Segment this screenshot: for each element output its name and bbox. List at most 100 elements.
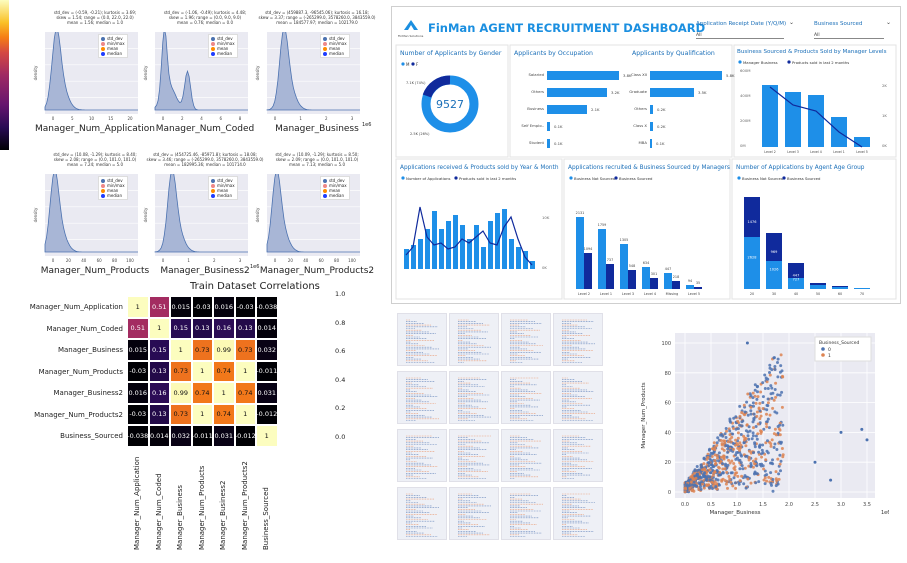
legend-item: median [101, 51, 125, 56]
colorbar [0, 0, 9, 150]
legend-item: Number of Applications [406, 176, 451, 181]
chevron-down-icon[interactable]: ⌄ [886, 19, 892, 26]
bar-label: 0.1K [656, 141, 665, 146]
pairplot-cell [397, 371, 447, 424]
heatmap-cell: 0.031 [256, 382, 278, 404]
tick-label: 0 [52, 116, 55, 121]
tick-label: 40 [665, 430, 671, 436]
tick-label: 0 [274, 258, 277, 263]
dist-axis-label: Manager_Num_Application [35, 124, 155, 134]
heatmap-cell: 1 [213, 382, 235, 404]
category-label: Salaried [529, 72, 545, 77]
filter-date-select[interactable]: All [696, 33, 784, 39]
finman-dashboard: FinMan Solutions FinMan AGENT RECRUITMEN… [391, 6, 901, 304]
dist-stats-text: std_dev = (10.09, -1.29); kurtosis = 8.5… [275, 152, 359, 167]
pairplot-cell [501, 487, 551, 540]
total-applicants: 9527 [436, 98, 464, 111]
tick-label: 0.5 [707, 502, 715, 508]
scatter-chart: 0 20 40 60 80 100 0.0 0.5 1.0 1.5 2.0 2.5 3.0 3.5 Busi… [633, 323, 890, 545]
bar-label: 548 [629, 264, 635, 268]
dist-legend: std_dev min/max mean median [320, 34, 350, 58]
dist-axis-label: Manager_Num_Coded [155, 124, 255, 134]
tick-label: 2.0 [785, 502, 793, 508]
heatmap-cell: 1 [191, 403, 213, 425]
mini-plot [510, 319, 543, 363]
tick-label: 3.5 [863, 502, 871, 508]
heatmap-cell: 0.13 [148, 403, 170, 425]
heatmap-cell: 0.73 [170, 403, 192, 425]
category-label: Level 5 [856, 150, 867, 154]
category-label: 40 [794, 292, 798, 296]
pairplot-cell [501, 429, 551, 482]
tick-label: 200M [740, 118, 751, 123]
heatmap-cell: -0.011 [256, 360, 278, 382]
mini-plot [562, 319, 595, 363]
colorbar-tick: 0.0 [335, 432, 346, 441]
tick-label: 2.5 [811, 502, 819, 508]
heatmap-row-label: Manager_Num_Products [38, 367, 123, 376]
legend-item: median [323, 51, 347, 56]
dist-plot: 0 1 2 3 density [143, 174, 248, 263]
legend-item: Products sold in last 2 months [792, 60, 849, 65]
heatmap-col-label: Business_Sourced [262, 486, 270, 550]
category-label: Level 3 [622, 292, 634, 296]
heatmap-cell: -0.012 [256, 403, 278, 425]
tick-label: 3.0 [837, 502, 845, 508]
colorbar-tick: 1.0 [335, 290, 346, 298]
mini-plot [406, 435, 439, 479]
legend-item: min/max [211, 41, 235, 46]
svg-text:density: density [33, 207, 38, 222]
category-label: Class XII [631, 72, 647, 77]
svg-text:density: density [143, 207, 148, 222]
bar-label: 0.2K [657, 107, 666, 112]
filter-business-select[interactable]: All [814, 33, 884, 39]
heatmap-cell: 0.73 [170, 360, 192, 382]
dist-plot: 0 20 40 60 80 100 density [255, 174, 360, 263]
category-label: Level 1 [600, 292, 612, 296]
pairplot-grid [397, 313, 603, 545]
heatmap-cell: -0.038 [127, 425, 149, 447]
dist-stats-text: std_dev = (454725.46, -85971.8); kurtosi… [146, 152, 264, 167]
tick-label: 0.0 [681, 502, 689, 508]
heatmap-cell: 0.016 [127, 382, 149, 404]
dist-stats-text: std_dev = (459887.3, -96545.06); kurtosi… [258, 10, 376, 25]
chevron-down-icon[interactable]: ⌄ [789, 19, 795, 26]
dist-plot: 0 5 10 15 20 density [33, 32, 138, 121]
dist-legend: std_dev min/max mean median [320, 176, 350, 200]
category-label: Level 1 [833, 150, 844, 154]
heatmap-cell: 0.032 [256, 339, 278, 361]
mini-plot [510, 435, 542, 479]
dashboard-charts: Number of Applicants by Gender M F 9527 7.1K… [395, 44, 897, 300]
tick-label: 0K [542, 265, 547, 270]
donut-label: 2.5K (26%) [410, 132, 430, 136]
dist-axis-label: Manager_Num_Products [40, 266, 150, 276]
category-label: Graduate [629, 89, 647, 94]
legend-item: min/max [101, 183, 125, 188]
legend-title: Business_Sourced [819, 340, 860, 346]
heatmap-cell: 0.99 [213, 339, 235, 361]
heatmap-col-label: Manager_Num_Coded [154, 472, 163, 550]
heatmap-cell: -0.011 [191, 425, 213, 447]
mini-plot [458, 435, 491, 479]
pairplot-cell [397, 313, 447, 366]
logo-icon [402, 17, 420, 31]
legend-item: mean [101, 46, 125, 51]
tick-label: 100 [348, 258, 356, 263]
pairplot-cell [501, 371, 551, 424]
bar-label: 447 [665, 267, 671, 271]
tick-label: 3 [351, 116, 354, 121]
heatmap-cell: -0.03 [127, 360, 149, 382]
tick-label: 60 [97, 258, 103, 263]
dist-stats-text: std_dev = (10.08, -1.29); kurtosis = 8.4… [53, 152, 137, 167]
heatmap-cell: 0.15 [148, 339, 170, 361]
bar-label: 1094 [584, 247, 593, 251]
colorbar-tick: 0.2 [335, 404, 346, 412]
tick-label: 40 [303, 258, 309, 263]
category-label: Level 2 [578, 292, 590, 296]
category-label: Level 3 [787, 150, 798, 154]
heatmap-row-label: Manager_Num_Products2 [34, 410, 123, 419]
heatmap-cell: 0.16 [148, 382, 170, 404]
tick-label: 6 [219, 116, 222, 121]
dist-axis-label: Manager_Business2 [160, 266, 250, 276]
heatmap-col-label: Manager_Num_Products [197, 465, 206, 550]
